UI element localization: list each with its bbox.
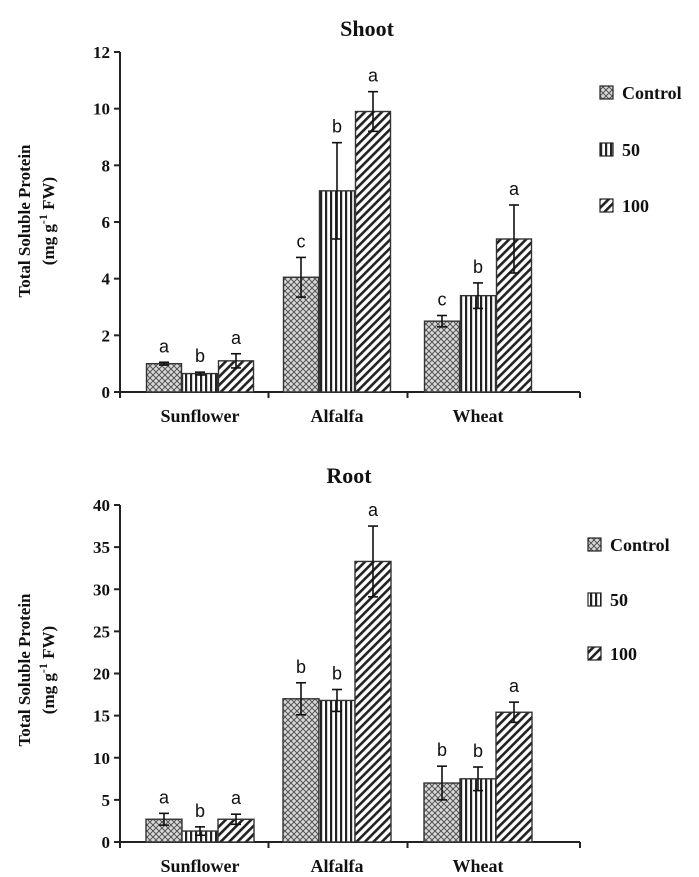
y-tick-label: 5 (102, 791, 111, 810)
bar-50-alfalfa (319, 700, 355, 842)
y-tick-label: 2 (102, 326, 111, 345)
legend-swatch (588, 538, 601, 551)
significance-letter: a (509, 179, 520, 199)
legend-label: 50 (610, 590, 628, 610)
significance-letter: a (231, 328, 242, 348)
bar-control-sunflower (147, 364, 182, 392)
y-ticks: 0 5 10 15 20 25 30 35 40 (93, 496, 120, 852)
y-tick-label: 4 (102, 270, 111, 289)
legend-swatch (600, 143, 613, 156)
bar-100-alfalfa (355, 561, 391, 842)
bar-50-sunflower (183, 374, 218, 392)
x-ticks: Sunflower Alfalfa Wheat (160, 856, 503, 876)
legend-item: 50 (588, 590, 628, 610)
legend-swatch (588, 647, 601, 660)
legend-item: Control (588, 535, 670, 555)
x-ticks: Sunflower Alfalfa Wheat (160, 406, 503, 426)
legend: Control 50 100 (588, 535, 670, 664)
x-tick-label: Wheat (453, 406, 504, 426)
significance-letter: a (159, 787, 170, 807)
legend-item: Control (600, 83, 682, 103)
y-tick-label: 8 (102, 156, 111, 175)
y-tick-label: 10 (93, 749, 110, 768)
significance-letter: b (195, 801, 205, 821)
chart-title: Root (326, 463, 372, 488)
significance-letter: a (231, 788, 242, 808)
y-tick-label: 20 (93, 665, 110, 684)
y-ticks: 0 2 4 6 8 10 12 (93, 43, 120, 402)
y-tick-label: 35 (93, 538, 110, 557)
x-tick-label: Sunflower (160, 856, 239, 876)
y-axis-label: Total Soluble Protein (mg g-1 FW) (15, 593, 58, 747)
legend-item: 50 (600, 140, 640, 160)
significance-letter: b (437, 740, 447, 760)
chart-shoot: Shoot Total Soluble Protein (mg g-1 FW) … (15, 16, 682, 426)
legend-label: 50 (622, 140, 640, 160)
bar-control-alfalfa (283, 699, 319, 842)
y-tick-label: 25 (93, 622, 110, 641)
y-tick-label: 0 (102, 383, 111, 402)
significance-letter: a (159, 336, 170, 356)
significance-letter: b (296, 657, 306, 677)
y-axis-label: Total Soluble Protein (mg g-1 FW) (15, 144, 58, 298)
legend-swatch (588, 593, 601, 606)
x-tick-label: Wheat (453, 856, 504, 876)
significance-letter: b (332, 117, 342, 137)
x-tick-label: Alfalfa (311, 856, 364, 876)
significance-letter: a (368, 66, 379, 86)
chart-title: Shoot (340, 16, 394, 41)
legend-label: Control (610, 535, 670, 555)
significance-letter: b (195, 346, 205, 366)
significance-letter: b (332, 664, 342, 684)
y-axis-label-line2: (mg g-1 FW) (36, 626, 58, 714)
legend-label: 100 (622, 196, 649, 216)
legend-item: 100 (600, 196, 649, 216)
chart-root: Root Total Soluble Protein (mg g-1 FW) 0… (15, 463, 670, 876)
legend-label: Control (622, 83, 682, 103)
y-tick-label: 6 (102, 213, 111, 232)
bar-50-wheat (461, 296, 496, 392)
significance-letter: a (509, 676, 520, 696)
y-axis-label-line1: Total Soluble Protein (15, 144, 34, 298)
legend-item: 100 (588, 644, 637, 664)
significance-letter: b (473, 257, 483, 277)
bar-100-alfalfa (356, 112, 391, 393)
y-tick-label: 40 (93, 496, 110, 515)
bar-control-wheat (425, 321, 460, 392)
legend-swatch (600, 199, 613, 212)
y-axis-label-line1: Total Soluble Protein (15, 593, 34, 747)
y-tick-label: 30 (93, 580, 110, 599)
significance-letter: a (368, 500, 379, 520)
legend-swatch (600, 86, 613, 99)
y-tick-label: 12 (93, 43, 110, 62)
bar-100-wheat (496, 712, 532, 842)
y-axis-label-line2: (mg g-1 FW) (36, 177, 58, 265)
significance-letter: c (297, 231, 306, 251)
x-tick-label: Alfalfa (311, 406, 364, 426)
legend: Control 50 100 (600, 83, 682, 216)
x-tick-label: Sunflower (160, 406, 239, 426)
y-tick-label: 15 (93, 707, 110, 726)
y-tick-label: 0 (102, 833, 111, 852)
legend-label: 100 (610, 644, 637, 664)
significance-letter: b (473, 741, 483, 761)
significance-letter: c (438, 290, 447, 310)
y-tick-label: 10 (93, 100, 110, 119)
